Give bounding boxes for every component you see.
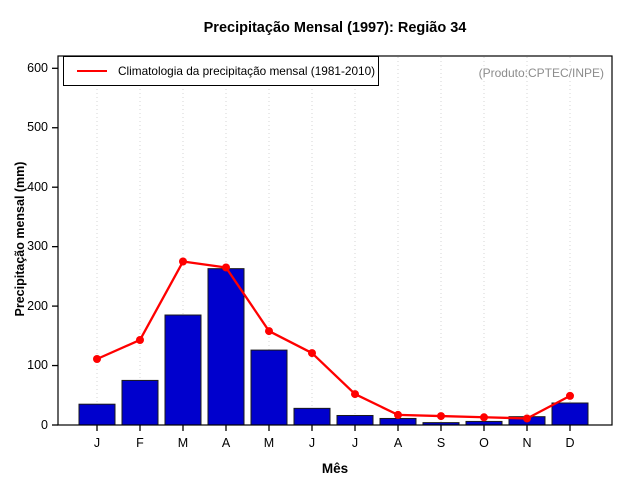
climatology-point <box>93 355 101 364</box>
climatology-point <box>136 335 144 344</box>
y-tick-label: 100 <box>27 358 48 373</box>
x-tick-label: N <box>522 436 532 450</box>
y-tick-label: 200 <box>27 298 48 313</box>
y-tick-label: 500 <box>27 120 48 135</box>
x-tick-label: O <box>479 436 489 450</box>
climatology-point <box>523 414 531 423</box>
bar <box>379 417 417 426</box>
watermark-text: (Produto:CPTEC/INPE) <box>478 66 604 80</box>
climatology-point <box>179 257 187 266</box>
y-tick-label: 400 <box>27 179 48 194</box>
x-tick-label: S <box>436 436 446 450</box>
climatology-point <box>566 391 574 400</box>
bar <box>164 314 202 426</box>
x-axis-title: Mês <box>321 461 349 476</box>
climatology-point <box>437 412 445 421</box>
bar <box>207 268 245 426</box>
x-tick-label: A <box>393 436 403 450</box>
x-tick-label: J <box>351 436 359 450</box>
bar <box>121 379 159 426</box>
climatology-point <box>308 349 316 358</box>
climatology-point <box>222 263 230 272</box>
bar <box>250 349 288 426</box>
legend-label: Climatologia da precipitação mensal (198… <box>118 64 376 78</box>
legend-box: Climatologia da precipitação mensal (198… <box>63 56 379 86</box>
x-tick-label: M <box>263 436 275 450</box>
y-tick-label: 600 <box>27 60 48 75</box>
bar <box>551 402 589 426</box>
y-tick-label: 0 <box>41 417 48 432</box>
climatology-point <box>394 410 402 419</box>
chart-title: Precipitação Mensal (1997): Região 34 <box>203 20 467 36</box>
bar <box>293 407 331 426</box>
y-tick-label: 300 <box>27 239 48 254</box>
plot-frame <box>57 55 613 426</box>
climatology-line <box>96 260 571 420</box>
climatology-point <box>351 390 359 399</box>
bar <box>78 403 116 426</box>
bar <box>336 414 374 426</box>
x-tick-label: J <box>93 436 101 450</box>
x-tick-label: J <box>308 436 316 450</box>
legend-line-sample-icon <box>77 69 107 73</box>
x-tick-label: D <box>565 436 575 450</box>
x-tick-label: M <box>177 436 189 450</box>
x-tick-label: F <box>136 436 144 450</box>
climatology-point <box>265 327 273 336</box>
x-tick-label: A <box>221 436 231 450</box>
climatology-point <box>480 413 488 422</box>
